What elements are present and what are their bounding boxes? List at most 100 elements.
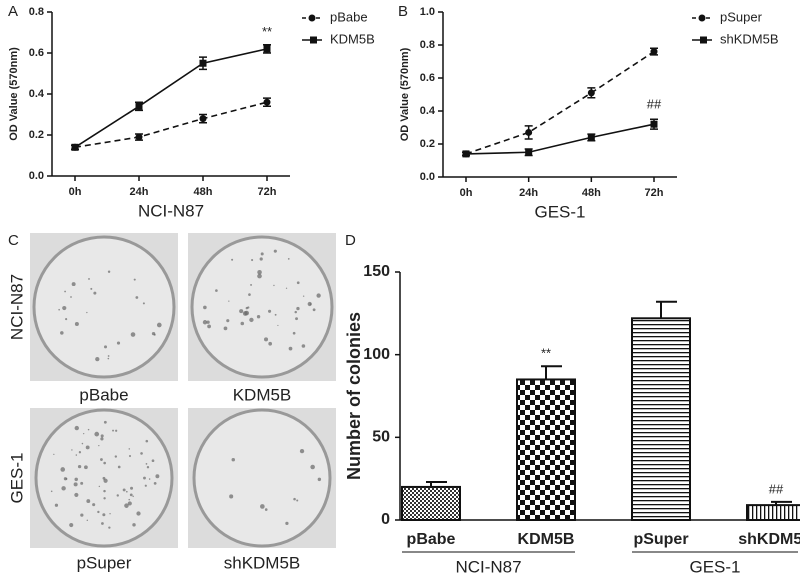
colony-dot bbox=[86, 499, 91, 504]
x-tick-label: KDM5B bbox=[518, 531, 575, 548]
point bbox=[587, 133, 595, 141]
colony-dot bbox=[310, 464, 315, 470]
colony-dot bbox=[301, 344, 306, 348]
colony-dot bbox=[69, 522, 74, 528]
colony-dot bbox=[145, 439, 149, 443]
colony-dot bbox=[103, 478, 108, 483]
colony-dot bbox=[264, 508, 268, 511]
colony-dot bbox=[239, 309, 244, 314]
row-label: GES-1 bbox=[7, 452, 26, 503]
colony-dot bbox=[116, 341, 121, 345]
y-tick-label: 0.0 bbox=[420, 171, 435, 183]
colony-dot bbox=[203, 305, 207, 310]
colony-dot bbox=[108, 526, 111, 529]
colony-dot bbox=[102, 513, 106, 517]
x-tick-label: 0h bbox=[460, 187, 473, 199]
bar bbox=[516, 378, 576, 522]
colony-dot bbox=[100, 434, 104, 438]
colony-dot bbox=[71, 449, 73, 451]
x-tick-label: 24h bbox=[130, 186, 149, 198]
colony-dot bbox=[148, 478, 151, 480]
colony-dot bbox=[249, 317, 254, 323]
colony-dot bbox=[103, 461, 106, 465]
colony-dot bbox=[296, 499, 299, 502]
x-tick-label: 72h bbox=[645, 187, 664, 199]
colony-dot bbox=[103, 420, 107, 424]
colony-dot bbox=[302, 295, 305, 297]
plate-label: shKDM5B bbox=[224, 553, 301, 572]
colony-dot bbox=[309, 303, 312, 305]
colony-dot bbox=[78, 451, 82, 454]
x-tick-label: pBabe bbox=[407, 531, 456, 548]
colony-dot bbox=[116, 494, 119, 497]
y-tick-label: 0.2 bbox=[420, 138, 435, 150]
colony-dot bbox=[90, 287, 93, 290]
colony-dot bbox=[132, 523, 136, 527]
colony-dot bbox=[88, 278, 90, 280]
colony-dot bbox=[74, 425, 79, 431]
colony-dot bbox=[144, 484, 147, 487]
colony-dot bbox=[277, 324, 279, 327]
colony-dot bbox=[260, 504, 265, 509]
colony-dot bbox=[153, 333, 156, 336]
x-tick-label: 72h bbox=[258, 186, 277, 198]
colony-dot bbox=[100, 437, 104, 441]
colony-dot bbox=[107, 357, 110, 360]
colony-dot bbox=[70, 296, 72, 298]
colony-dot bbox=[71, 282, 76, 287]
colony-dot bbox=[128, 448, 131, 450]
legend-label: pSuper bbox=[720, 9, 763, 24]
colony-dot bbox=[296, 281, 300, 285]
colony-dot bbox=[257, 273, 262, 279]
colony-dot bbox=[250, 283, 253, 286]
colony-dot bbox=[268, 341, 273, 346]
colony-dot bbox=[92, 503, 96, 507]
y-axis-label: OD Value (570nm) bbox=[8, 47, 20, 141]
series-line bbox=[465, 50, 655, 155]
y-axis-label: OD Value (570nm) bbox=[399, 47, 411, 141]
x-tick-label: 48h bbox=[582, 187, 601, 199]
colony-dot bbox=[292, 331, 296, 335]
colony-dot bbox=[274, 313, 277, 316]
plate-label: pSuper bbox=[77, 553, 132, 572]
y-tick-label: 0.4 bbox=[420, 105, 436, 117]
legend-label: KDM5B bbox=[330, 31, 375, 46]
panel-label: A bbox=[8, 3, 18, 20]
colony-dot bbox=[103, 497, 106, 500]
x-tick-label: 24h bbox=[519, 187, 538, 199]
colony-dot bbox=[122, 488, 126, 492]
colony-dot bbox=[240, 321, 245, 326]
colony-dot bbox=[107, 355, 110, 357]
colony-dot bbox=[103, 489, 106, 493]
colony-dot bbox=[87, 428, 90, 431]
colony-dot bbox=[63, 477, 67, 481]
point bbox=[650, 120, 658, 128]
colony-dot bbox=[226, 319, 230, 323]
y-tick-label: 0.6 bbox=[29, 47, 44, 59]
colony-dot bbox=[112, 429, 115, 432]
colony-dot bbox=[97, 510, 100, 514]
plate bbox=[190, 235, 334, 379]
point bbox=[71, 143, 79, 151]
plate-label: KDM5B bbox=[233, 385, 292, 404]
colony-dot bbox=[53, 453, 55, 455]
colony-dot bbox=[127, 501, 132, 506]
y-tick-label: 1.0 bbox=[420, 6, 435, 18]
colony-dot bbox=[156, 322, 162, 328]
significance-mark: ** bbox=[541, 346, 551, 361]
colony-dot bbox=[84, 465, 88, 470]
y-tick-label: 0.0 bbox=[29, 170, 44, 182]
panel-label: B bbox=[398, 3, 408, 20]
x-tick-label: 48h bbox=[194, 186, 213, 198]
colony-dot bbox=[75, 454, 78, 456]
colony-dot bbox=[50, 490, 53, 493]
colony-dot bbox=[61, 486, 66, 491]
error-bar bbox=[541, 365, 562, 380]
colony-dot bbox=[294, 310, 297, 314]
colony-dot bbox=[288, 346, 293, 351]
plate-images bbox=[30, 233, 336, 548]
colony-dot bbox=[215, 289, 218, 292]
colony-dot bbox=[285, 287, 288, 289]
colony-dot bbox=[264, 337, 269, 342]
